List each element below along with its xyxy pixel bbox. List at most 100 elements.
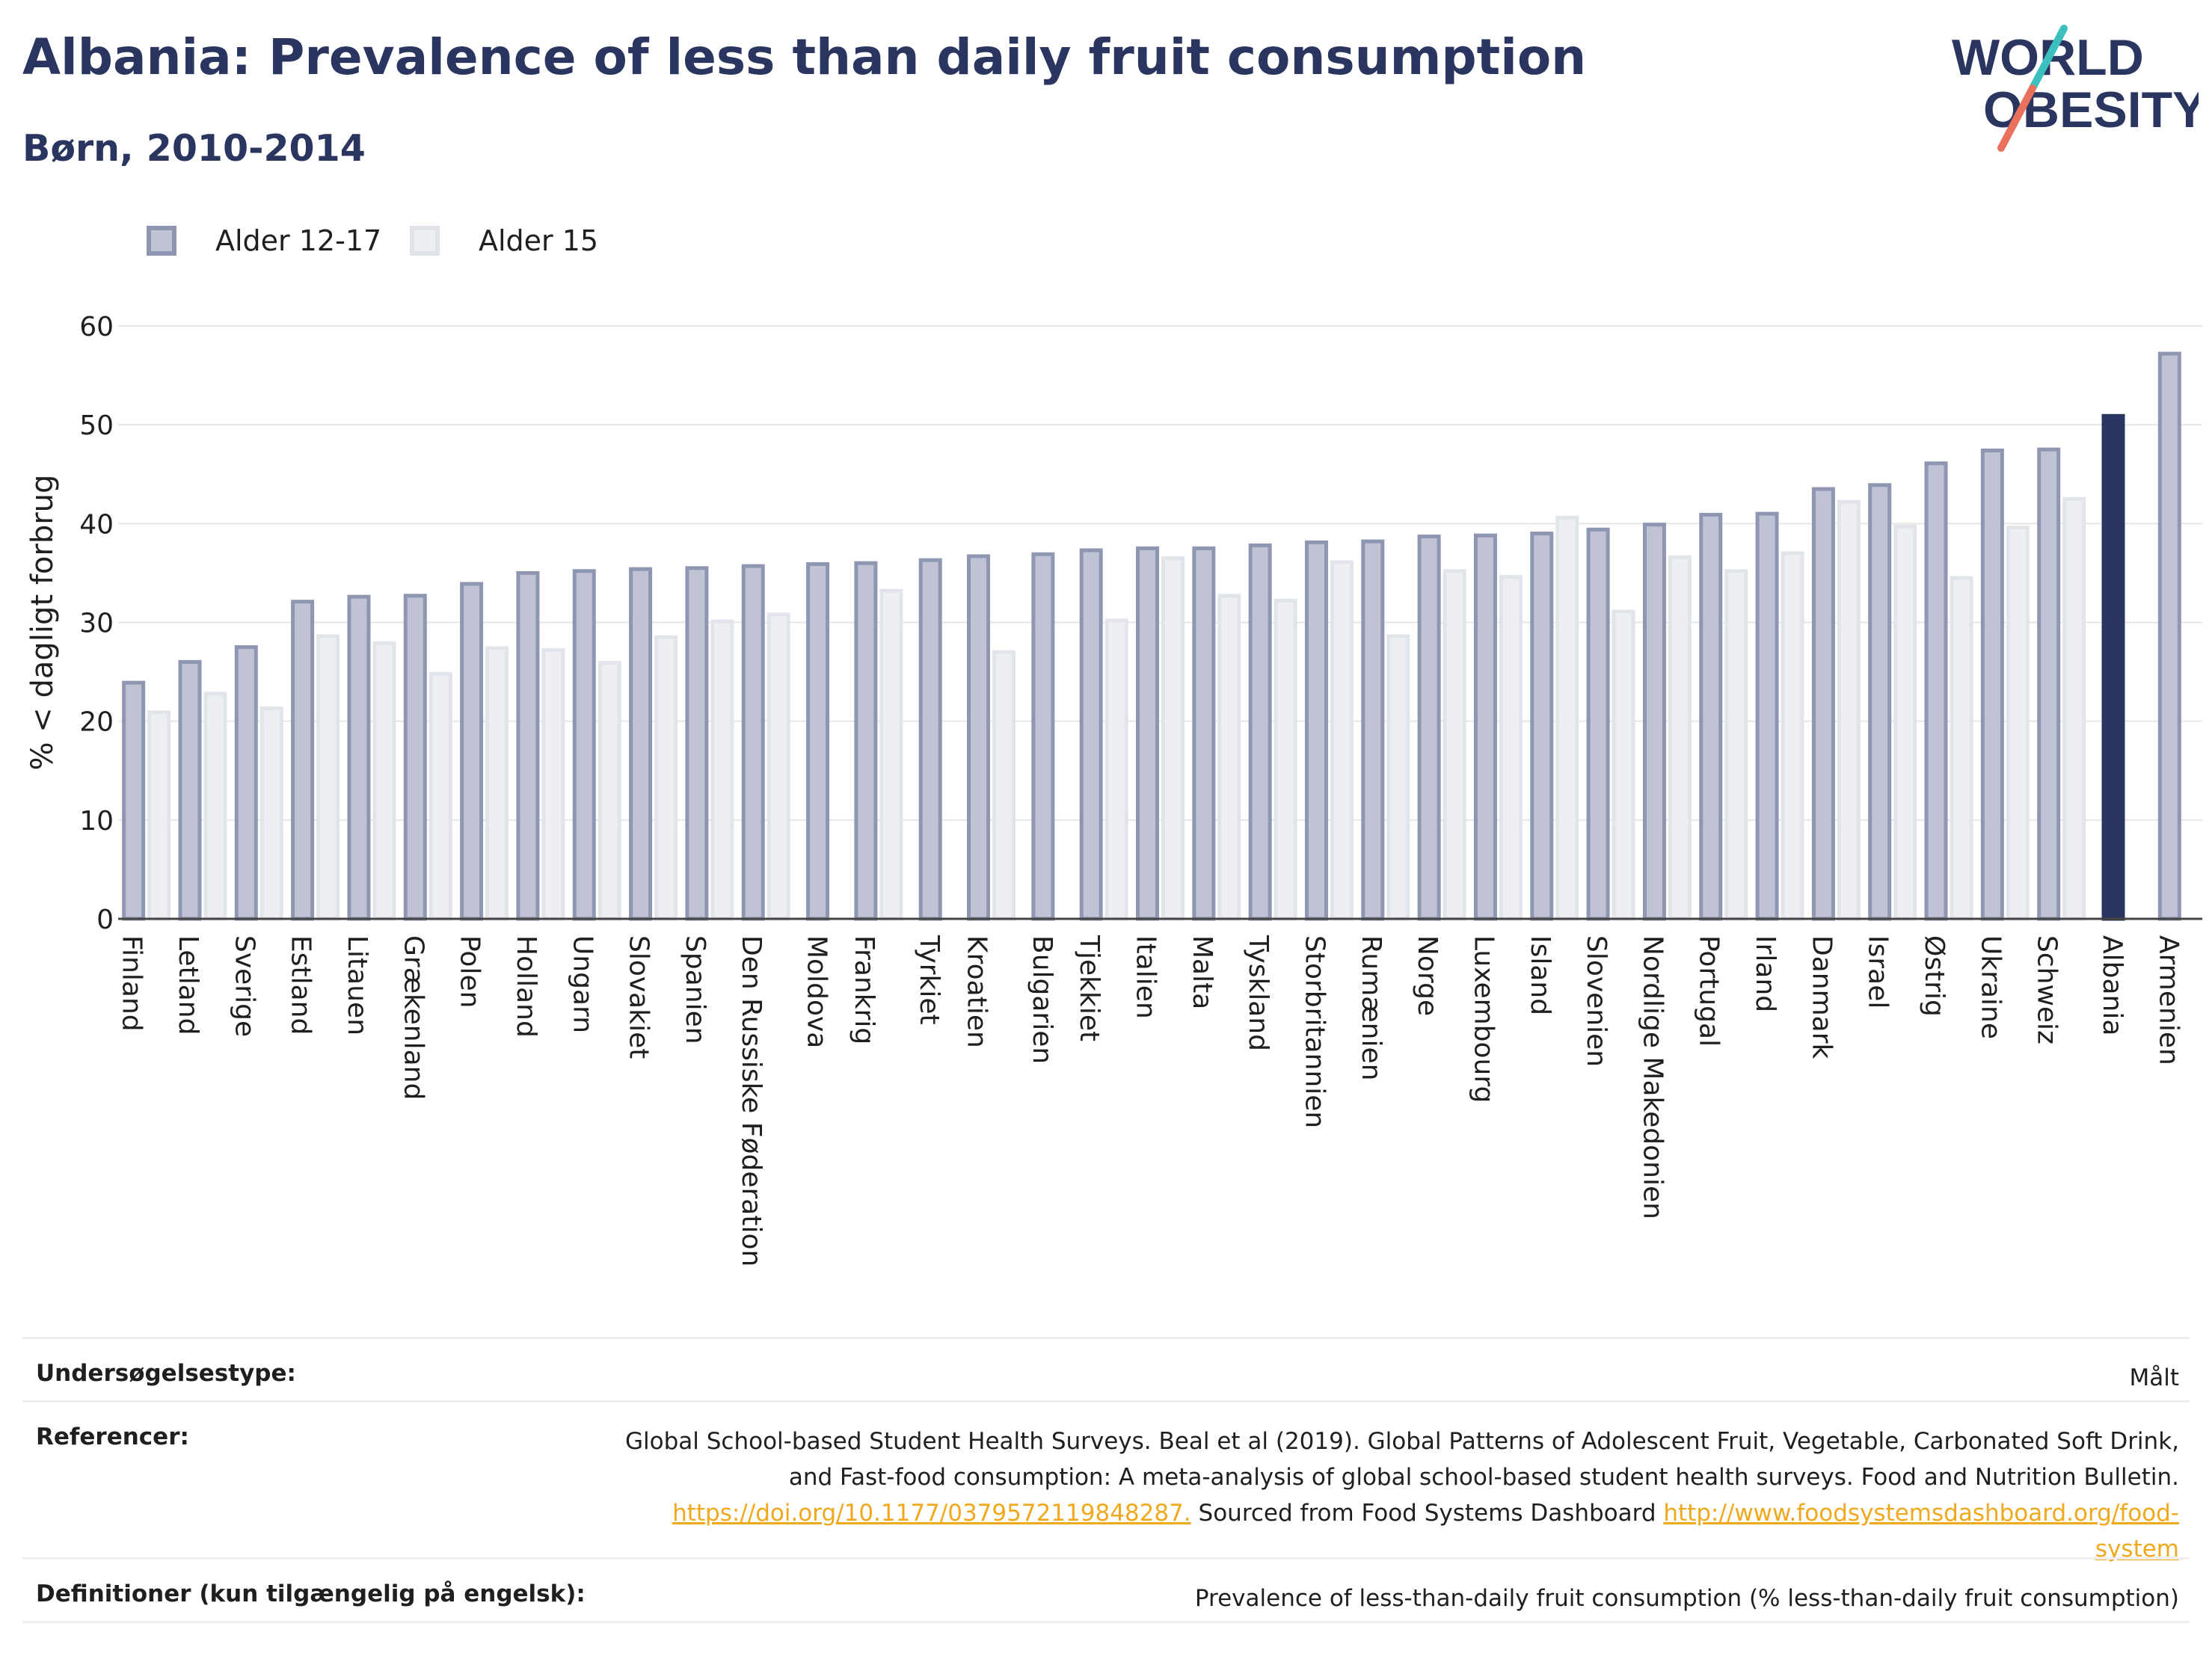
bar-alder-12-17 (122, 680, 146, 921)
x-tick-label: Tjekkiet (1074, 935, 1105, 1041)
x-tick-label: Kroatien (962, 935, 992, 1048)
definitions-row: Definitioner (kun tilgængelig på engelsk… (22, 1557, 2190, 1623)
x-tick-label: Frankrig (849, 935, 879, 1044)
bar-alder-12-17 (1136, 546, 1159, 921)
bar-alder-15 (710, 619, 734, 921)
bar-alder-12-17 (806, 562, 830, 921)
bar-alder-15 (1837, 499, 1861, 921)
y-axis-title: % < dagligt forbrug (25, 475, 60, 771)
x-tick-label: Danmark (1806, 935, 1837, 1059)
bar-alder-12-17 (1361, 539, 1385, 921)
bar-alder-12-17 (460, 582, 484, 921)
y-tick-label: 10 (79, 806, 114, 837)
x-tick-label: Ukraine (1975, 935, 2006, 1039)
x-tick-label: Den Russiske Føderation (736, 935, 766, 1266)
bar-alder-15 (1105, 618, 1128, 921)
bar-alder-15 (147, 710, 171, 921)
survey-type-value: Målt (2129, 1364, 2179, 1391)
x-tick-label: Sverige (229, 935, 259, 1037)
world-obesity-logo: WORLD OBESITY (1952, 25, 2199, 152)
bar-alder-15 (1668, 555, 1692, 921)
bar-alder-15 (372, 641, 396, 921)
bar-alder-15 (1217, 594, 1241, 921)
reference-line-2: and Fast-food consumption: A meta-analys… (788, 1464, 2179, 1491)
chart-subtitle: Børn, 2010-2014 (22, 127, 366, 170)
bar-alder-12-17 (1924, 461, 1948, 921)
legend-swatch-primary (147, 226, 176, 256)
y-tick-label: 50 (79, 410, 114, 441)
bar-alder-12-17 (516, 570, 540, 921)
bar-alder-15 (428, 671, 452, 921)
bar-alder-12-17 (967, 554, 991, 921)
chart-title: Albania: Prevalence of less than daily f… (22, 28, 1587, 86)
x-tick-label: Tyskland (1243, 935, 1274, 1051)
bar-alder-12-17 (1417, 535, 1441, 921)
reference-source-text: Sourced from Food Systems Dashboard (1191, 1500, 1664, 1527)
bar-alder-12-17 (403, 594, 427, 921)
bar-alder-12-17 (1811, 487, 1835, 921)
bar-alder-12-17 (1980, 449, 2004, 921)
x-tick-label: Norge (1412, 935, 1443, 1016)
bar-alder-15 (485, 646, 509, 921)
x-tick-label: Rumænien (1356, 935, 1386, 1080)
y-tick-label: 0 (96, 905, 114, 935)
bar-alder-15 (1161, 556, 1185, 921)
bar-alder-12-17 (178, 659, 202, 921)
x-tick-label: Litauen (342, 935, 372, 1035)
bar-alder-12-17 (629, 567, 653, 921)
reference-line-3: https://doi.org/10.1177/0379572119848287… (625, 1495, 2179, 1531)
x-tick-label: Østrig (1919, 935, 1950, 1017)
x-tick-label: Moldova (802, 935, 832, 1048)
bar-alder-12-17 (1192, 546, 1216, 921)
bar-alder-15 (879, 588, 903, 921)
x-tick-label: Albania (2097, 935, 2127, 1035)
bar-alder-12-17 (685, 566, 709, 921)
bar-alder-15 (597, 661, 621, 921)
doi-link[interactable]: https://doi.org/10.1177/0379572119848287… (672, 1500, 1191, 1527)
bar-alder-12-17 (1304, 540, 1328, 921)
bar-alder-12-17 (741, 564, 765, 921)
bar-alder-15 (1499, 575, 1523, 921)
bar-alder-12-17 (1079, 548, 1103, 921)
x-tick-label: Polen (455, 935, 485, 1008)
x-tick-label: Schweiz (2032, 935, 2062, 1044)
logo-slash-coral (1997, 84, 2036, 152)
bar-alder-12-17 (2037, 447, 2061, 921)
bar-alder-15 (1781, 551, 1804, 921)
y-tick-label: 40 (79, 509, 114, 540)
bar-alder-12-17 (1530, 532, 1554, 921)
bar-alder-12-17 (1755, 511, 1779, 921)
x-tick-label: Luxembourg (1468, 935, 1499, 1103)
x-tick-label: Israel (1863, 935, 1893, 1009)
bar-alder-15 (1330, 560, 1354, 921)
bar-alder-15 (203, 692, 227, 921)
definitions-value: Prevalence of less-than-daily fruit cons… (1194, 1585, 2179, 1612)
bar-alder-15 (1443, 569, 1466, 921)
bar-alder-12-17 (918, 558, 942, 921)
x-tick-label: Spanien (680, 935, 710, 1044)
logo-line-2: OBESITY (1983, 81, 2199, 138)
x-tick-label: Italien (1131, 935, 1161, 1019)
bar-alder-15 (654, 635, 678, 921)
x-tick-label: Island (1525, 935, 1555, 1015)
references-value: Global School-based Student Health Surve… (625, 1423, 2179, 1567)
definitions-label: Definitioner (kun tilgængelig på engelsk… (36, 1580, 586, 1607)
references-label: Referencer: (36, 1423, 189, 1450)
bar-alder-15 (766, 612, 790, 921)
bar-alder-12-17 (1031, 552, 1055, 921)
bar-alder-15 (1274, 598, 1297, 921)
bar-alder-12-17 (1473, 533, 1497, 921)
x-tick-label: Tyrkiet (914, 935, 944, 1025)
bar-alder-12-17 (1868, 483, 1892, 921)
metadata-table: Undersøgelsestype: Målt Referencer: Glob… (22, 1337, 2190, 1623)
bar-alder-15 (2006, 526, 2030, 921)
bar-alder-12-17 (1642, 523, 1666, 921)
legend-label: Alder 15 (479, 224, 599, 257)
bar-alder-15 (316, 634, 340, 921)
bar-alder-15 (1386, 634, 1410, 921)
bar-alder-12-17 (1248, 543, 1272, 921)
bar-alder-15 (1724, 569, 1748, 921)
x-tick-label: Armenien (2153, 935, 2184, 1065)
dashboard-link[interactable]: http://www.foodsystemsdashboard.org/food… (1663, 1500, 2179, 1527)
survey-type-label: Undersøgelsestype: (36, 1360, 296, 1387)
